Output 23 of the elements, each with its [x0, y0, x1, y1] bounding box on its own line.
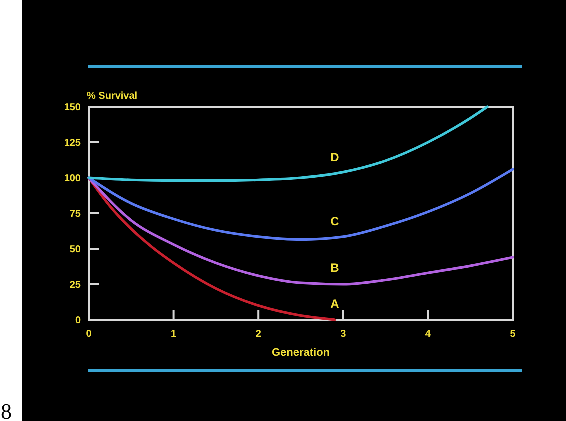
y-tick-label: 0 — [75, 316, 82, 326]
y-tick-label: 75 — [70, 209, 82, 220]
x-tick-label: 3 — [340, 329, 347, 340]
y-tick-label: 25 — [70, 280, 82, 291]
series-label: D — [330, 150, 340, 164]
line-series — [88, 176, 514, 286]
y-tick-label: 50 — [70, 244, 82, 256]
y-tick-label: 125 — [64, 138, 82, 149]
line-series — [88, 106, 489, 182]
y-tick-label: 100 — [64, 174, 82, 184]
x-tick-label: 4 — [425, 329, 432, 340]
y-tick-label: 150 — [64, 102, 82, 114]
line-series — [88, 168, 514, 242]
x-tick-label: 2 — [256, 329, 262, 340]
y-axis-title: % Survival — [87, 91, 138, 102]
text: 8 — [1, 399, 12, 421]
x-axis-title: Generation — [272, 347, 330, 359]
x-tick-label: 5 — [510, 329, 516, 340]
x-tick-label: 0 — [86, 329, 92, 340]
series-label: C — [330, 214, 340, 228]
series-label: B — [330, 261, 340, 276]
x-tick-label: 1 — [171, 329, 178, 340]
series-label: A — [330, 297, 340, 311]
